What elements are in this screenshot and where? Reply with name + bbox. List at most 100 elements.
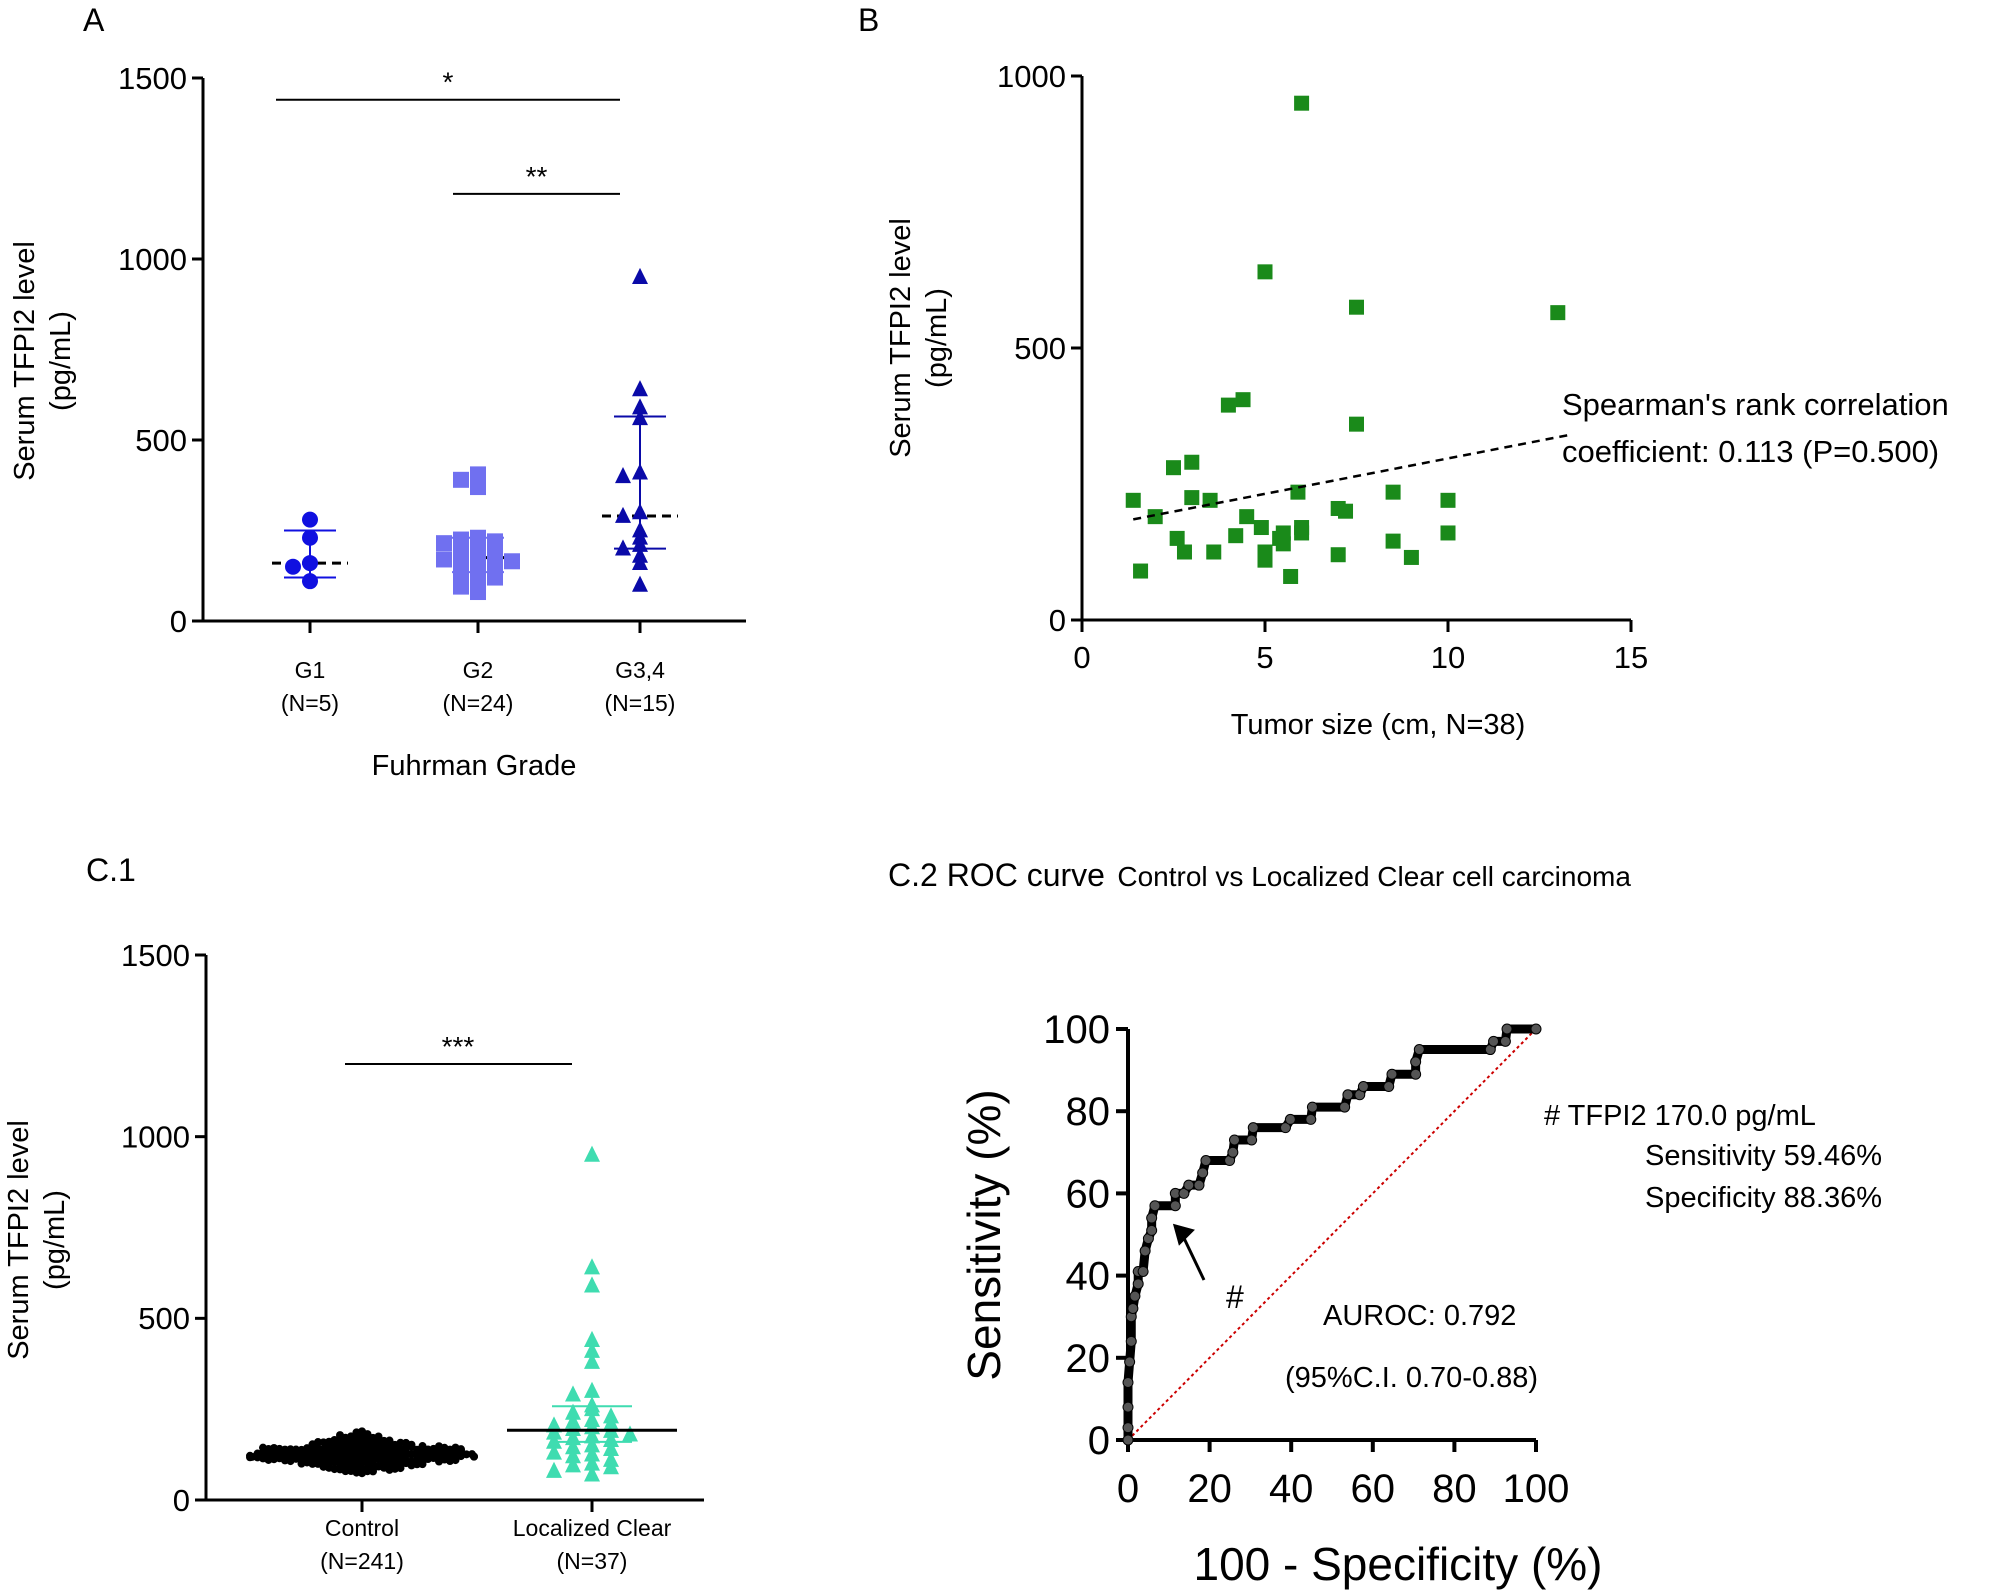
panel-c2-roc-point: [1200, 1155, 1212, 1167]
panel-c2-roc-point: [1146, 1212, 1158, 1224]
panel-a-point: [436, 551, 452, 568]
panel-a-y-tick-label: 1500: [118, 61, 187, 96]
panel-c2-roc-point: [1342, 1089, 1354, 1101]
panel-b-point: [1283, 568, 1299, 584]
panel-b-point: [1220, 397, 1236, 413]
panel-c2-roc-point: [1132, 1278, 1144, 1290]
panel-a-point: [632, 380, 648, 397]
panel-c1-axes: 0 500 1000 1500 Control (N=241) Localized Clea…: [121, 938, 704, 1574]
panel-c2-y-tick-label: 20: [1066, 1337, 1111, 1381]
panel-a-label: A: [83, 2, 105, 38]
panel-a-significance-label: *: [443, 67, 454, 98]
panel-a-point: [487, 549, 503, 566]
panel-c1-x-tick-label: Localized Clear: [513, 1515, 672, 1541]
panel-c2-auroc: AUROC: 0.792: [1323, 1300, 1516, 1332]
panel-c2-y-tick-label: 40: [1066, 1255, 1111, 1299]
panel-c2-legend-line2: Sensitivity 59.46%: [1645, 1140, 1882, 1172]
panel-a-point: [470, 479, 486, 496]
panel-c2-roc-point: [1501, 1023, 1513, 1035]
panel-a-point: [615, 506, 631, 523]
panel-c2-x-tick-label: 100: [1503, 1467, 1570, 1511]
panel-c1-localized-point: [565, 1385, 581, 1402]
panel-a-point: [504, 553, 520, 570]
panel-b-annotation-line2: coefficient: 0.113 (P=0.500): [1562, 434, 1939, 469]
panel-c1-label: C.1: [86, 852, 136, 888]
panel-c2-roc-point: [1122, 1434, 1134, 1446]
panel-b-axes: 0 500 1000 0 5 10 15: [997, 59, 1648, 675]
panel-c2-roc-point: [1499, 1035, 1511, 1047]
panel-c1-localized-point: [565, 1438, 581, 1455]
panel-a-point: [302, 511, 318, 528]
panel-b-point: [1166, 460, 1181, 476]
panel-c1-control-point: [341, 1467, 350, 1476]
panel-b-point: [1550, 305, 1566, 321]
panel-c2-roc-point: [1149, 1200, 1161, 1212]
panel-c2-roc-point: [1125, 1335, 1137, 1347]
panel-c2-roc-point: [1124, 1356, 1136, 1368]
panel-c2-legend-line1: # TFPI2 170.0 pg/mL: [1544, 1100, 1816, 1132]
panel-c1-control-point: [369, 1467, 377, 1476]
panel-b-point: [1257, 552, 1273, 568]
panel-b-x-tick-label: 10: [1431, 640, 1465, 675]
panel-b-point: [1133, 563, 1149, 579]
panel-c2-y-tick-label: 60: [1066, 1172, 1111, 1216]
panel-c2-x-tick-label: 0: [1117, 1467, 1139, 1511]
panel-b-xlabel: Tumor size (cm, N=38): [1231, 709, 1526, 741]
panel-b-point: [1349, 299, 1364, 315]
panel-c1: C.1 Serum TFPI2 level (pg/mL) 0 500 1000 15…: [3, 852, 704, 1574]
panel-b-ylabel-line2: (pg/mL): [921, 288, 953, 388]
panel-c1-x-tick-label: Control: [325, 1515, 399, 1541]
panel-c2-roc-point: [1169, 1200, 1181, 1212]
panel-b-point: [1239, 509, 1255, 525]
panel-c1-localized-point: [584, 1436, 600, 1453]
panel-a-point: [632, 463, 648, 480]
panel-c2-roc-point: [1129, 1290, 1141, 1302]
panel-c2-roc-point: [1413, 1044, 1425, 1056]
panel-b-point: [1440, 492, 1456, 508]
panel-c2-roc-point: [1137, 1265, 1149, 1277]
panel-a-x-tick-label: G2: [463, 657, 494, 683]
panel-c1-localized-point: [584, 1454, 600, 1471]
panel-c2-roc-point: [1139, 1245, 1151, 1257]
panel-c1-x-tick-n-label: (N=37): [557, 1548, 628, 1574]
panel-a-point: [302, 573, 318, 590]
panel-c2-roc-point: [1488, 1035, 1500, 1047]
panel-b-x-tick-label: 15: [1614, 640, 1648, 675]
panel-b-point: [1125, 492, 1141, 508]
panel-b-point: [1385, 533, 1401, 549]
panel-c2-roc-point: [1306, 1101, 1318, 1113]
panel-b-point: [1330, 547, 1346, 563]
panel-a-y-tick-label: 0: [170, 604, 187, 639]
panel-c1-localized-point: [565, 1419, 581, 1437]
panel-c1-localized-point: [584, 1445, 600, 1462]
panel-b-ylabel-line1: Serum TFPI2 level: [885, 218, 917, 458]
panel-a-point: [470, 584, 486, 601]
panel-c2-roc-point: [1279, 1122, 1291, 1134]
panel-b: B Serum TFPI2 level (pg/mL) 0 500 1000 0 5 10…: [858, 2, 1949, 741]
panel-c1-x-tick-n-label: (N=241): [320, 1548, 404, 1574]
panel-b-point: [1403, 549, 1419, 565]
panel-a-y-tick-label: 500: [135, 423, 187, 458]
panel-a-axes: 0 500 1000 1500 G1 (N=5) G2 (N=24) G3,4 (N=15): [118, 61, 746, 716]
panel-c2-roc-point: [1197, 1167, 1209, 1179]
panel-c2-roc-point: [1178, 1187, 1190, 1199]
panel-a-point: [470, 466, 486, 483]
panel-c2-roc-point: [1530, 1023, 1542, 1035]
panel-a-point: [436, 535, 452, 552]
panel-c1-control-point: [253, 1449, 262, 1458]
panel-b-point: [1385, 484, 1401, 500]
panel-c1-control-point: [470, 1452, 478, 1461]
panel-b-marks: [1125, 95, 1570, 584]
panel-a-point: [285, 558, 301, 575]
panel-c2-roc-point: [1305, 1113, 1317, 1125]
panel-c1-y-tick-label: 1000: [121, 1120, 190, 1155]
panel-b-y-tick-label: 0: [1049, 603, 1066, 638]
panel-a-significance-label: **: [526, 161, 548, 192]
panel-c1-localized-point: [584, 1330, 600, 1348]
panel-c2-roc-point: [1410, 1068, 1422, 1080]
panel-c2-roc-point: [1146, 1224, 1158, 1236]
panel-c2-roc-point: [1339, 1101, 1351, 1113]
panel-c1-localized-point: [584, 1352, 600, 1369]
panel-c2-cutoff-label: #: [1226, 1279, 1244, 1315]
panel-a-point: [632, 535, 648, 552]
